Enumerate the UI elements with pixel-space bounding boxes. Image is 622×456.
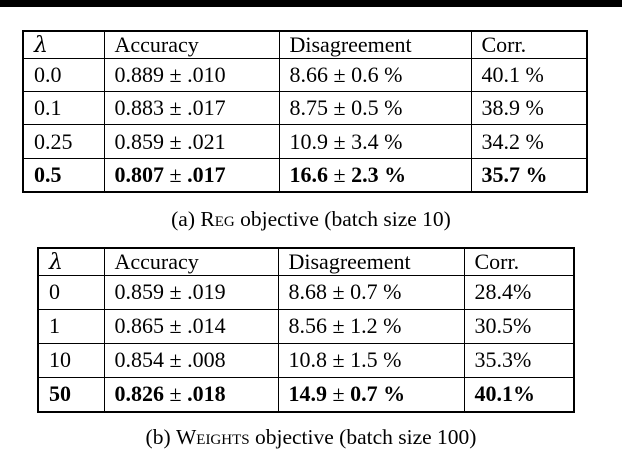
column-header-corr: Corr.: [470, 30, 588, 59]
table-header-row: λ Accuracy Disagreement Corr.: [22, 30, 588, 59]
column-header-accuracy: Accuracy: [103, 30, 280, 59]
caption-prefix: (b): [145, 425, 176, 449]
table-cell: 0.854 ± .008: [103, 342, 279, 378]
caption-prefix: (a): [171, 207, 201, 231]
table-cell: 10: [37, 342, 105, 378]
table-cell: 14.9 ± 0.7 %: [277, 376, 465, 413]
table-row: 0.25 0.859 ± .021 10.9 ± 3.4 % 34.2 %: [22, 124, 588, 159]
table-cell: 1: [37, 308, 105, 344]
table-row: 1 0.865 ± .014 8.56 ± 1.2 % 30.5%: [37, 308, 575, 344]
column-header-disagreement: Disagreement: [278, 30, 472, 59]
table-cell: 0.0: [22, 57, 105, 93]
table-cell: 8.56 ± 1.2 %: [277, 308, 465, 344]
table-cell: 38.9 %: [470, 91, 588, 126]
table-cell: 0.25: [22, 124, 105, 159]
caption-objective-name: Weights: [175, 425, 250, 449]
table-cell: 50: [37, 376, 105, 413]
table-cell: 0.5: [22, 157, 105, 193]
table-cell: 0.859 ± .019: [103, 275, 279, 310]
table-caption-a: (a) Reg objective (batch size 10): [0, 204, 622, 234]
table-cell: 35.3%: [463, 342, 575, 378]
table-row: 0.0 0.889 ± .010 8.66 ± 0.6 % 40.1 %: [22, 57, 588, 93]
caption-objective-name: Reg: [200, 207, 235, 231]
table-cell: 0.883 ± .017: [103, 91, 280, 126]
caption-suffix: objective (batch size 100): [249, 425, 477, 449]
table-cell: 8.66 ± 0.6 %: [278, 57, 472, 93]
table-cell: 0.1: [22, 91, 105, 126]
table-row: 10 0.854 ± .008 10.8 ± 1.5 % 35.3%: [37, 342, 575, 378]
page-top-rule: [0, 0, 622, 7]
table-cell: 10.8 ± 1.5 %: [277, 342, 465, 378]
table-cell: 0: [37, 275, 105, 310]
table-cell: 0.826 ± .018: [103, 376, 279, 413]
table-cell: 34.2 %: [470, 124, 588, 159]
table-cell: 10.9 ± 3.4 %: [278, 124, 472, 159]
table-row: 0 0.859 ± .019 8.68 ± 0.7 % 28.4%: [37, 275, 575, 310]
table-cell: 16.6 ± 2.3 %: [278, 157, 472, 193]
table-cell: 0.807 ± .017: [103, 157, 280, 193]
table-cell: 0.865 ± .014: [103, 308, 279, 344]
table-cell: 40.1%: [463, 376, 575, 413]
table-header-row: λ Accuracy Disagreement Corr.: [37, 247, 575, 276]
column-header-disagreement: Disagreement: [277, 247, 465, 276]
table-caption-b: (b) Weights objective (batch size 100): [0, 422, 622, 452]
results-table-reg: λ Accuracy Disagreement Corr. 0.0 0.889 ±…: [22, 30, 588, 193]
table-row: 50 0.826 ± .018 14.9 ± 0.7 % 40.1%: [37, 376, 575, 413]
column-header-corr: Corr.: [463, 247, 575, 276]
column-header-lambda: λ: [37, 247, 105, 276]
table-cell: 40.1 %: [470, 57, 588, 93]
table-cell: 0.889 ± .010: [103, 57, 280, 93]
table-cell: 8.75 ± 0.5 %: [278, 91, 472, 126]
column-header-lambda: λ: [22, 30, 105, 59]
column-header-accuracy: Accuracy: [103, 247, 279, 276]
table-cell: 28.4%: [463, 275, 575, 310]
caption-suffix: objective (batch size 10): [234, 207, 451, 231]
table-cell: 30.5%: [463, 308, 575, 344]
table-row: 0.1 0.883 ± .017 8.75 ± 0.5 % 38.9 %: [22, 91, 588, 126]
table-cell: 0.859 ± .021: [103, 124, 280, 159]
table-row: 0.5 0.807 ± .017 16.6 ± 2.3 % 35.7 %: [22, 157, 588, 193]
results-table-weights: λ Accuracy Disagreement Corr. 0 0.859 ± .…: [37, 247, 575, 413]
table-cell: 35.7 %: [470, 157, 588, 193]
table-cell: 8.68 ± 0.7 %: [277, 275, 465, 310]
